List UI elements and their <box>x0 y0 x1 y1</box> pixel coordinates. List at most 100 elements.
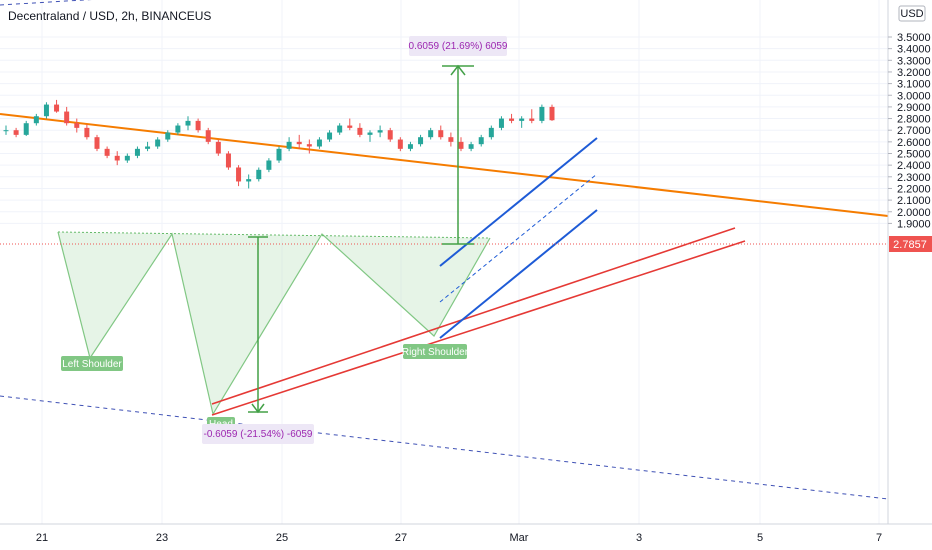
y-tick-label: 3.3000 <box>897 55 931 67</box>
candle <box>509 113 515 124</box>
candle-body <box>3 130 9 132</box>
candle <box>215 139 221 156</box>
y-tick-label: 3.2000 <box>897 67 931 79</box>
candle <box>468 141 474 152</box>
candle-body <box>367 132 373 135</box>
x-tick-label: 25 <box>276 532 288 544</box>
right-shoulder-label: Right Shoulder <box>402 347 469 358</box>
right-shoulder-label-bg <box>403 344 467 359</box>
candle-body <box>205 130 211 142</box>
neckline <box>57 231 491 239</box>
y-tick-label: 2.0000 <box>897 207 931 219</box>
measure-up-tool[interactable] <box>442 64 474 245</box>
pattern-fill <box>58 232 490 414</box>
candle <box>357 123 363 138</box>
candle-body <box>155 139 161 147</box>
candle <box>377 125 383 138</box>
y-tick-label: 2.4000 <box>897 160 931 172</box>
candle-body <box>114 155 120 161</box>
candle <box>256 167 262 182</box>
candle-body <box>407 144 413 149</box>
y-tick-label: 3.1000 <box>897 79 931 91</box>
channel-bottom <box>439 209 598 339</box>
candle-body <box>225 153 231 168</box>
measure-down-tool[interactable] <box>248 236 268 414</box>
y-tick-label: 2.6000 <box>897 137 931 149</box>
candle-body <box>509 118 515 121</box>
candle-body <box>387 130 393 140</box>
candle <box>529 109 535 124</box>
currency-label: USD <box>900 8 923 20</box>
candle <box>296 134 302 149</box>
candle-body <box>215 141 221 154</box>
candle-body <box>498 118 504 128</box>
candle <box>478 134 484 147</box>
candle-body <box>296 141 302 145</box>
candle <box>549 104 555 121</box>
candle-body <box>468 144 474 149</box>
candle-body <box>13 130 19 135</box>
long-dashed-line <box>0 395 889 500</box>
candle-body <box>347 125 353 128</box>
candle-body <box>397 139 403 149</box>
candle <box>519 116 525 128</box>
y-axis[interactable]: 3.50003.40003.30003.20003.10003.00002.90… <box>888 32 931 230</box>
candle <box>397 137 403 152</box>
x-axis[interactable]: 21 23 25 27 Mar 3 5 7 <box>36 532 882 544</box>
x-tick-label: 27 <box>395 532 407 544</box>
left-shoulder-label-bg <box>61 356 123 371</box>
candle <box>539 104 545 124</box>
support-line-upper <box>211 227 736 405</box>
candle <box>306 139 312 154</box>
candle-body <box>185 120 191 126</box>
candle-body <box>539 106 545 121</box>
y-tick-label: 2.8000 <box>897 114 931 126</box>
left-shoulder-label: Left Shoulder <box>62 359 122 370</box>
candle <box>488 125 494 140</box>
currency-box[interactable] <box>898 5 926 22</box>
candle-body <box>64 111 70 124</box>
candle <box>64 106 70 126</box>
candle-body <box>488 127 494 138</box>
candle <box>327 130 333 142</box>
candle <box>124 153 130 163</box>
candle <box>165 130 171 142</box>
candle <box>3 125 9 135</box>
y-tick-label: 3.5000 <box>897 32 931 44</box>
candle-body <box>306 144 312 147</box>
measure-up-label: 0.6059 (21.69%) 6059 <box>409 41 508 52</box>
candle-body <box>195 120 201 131</box>
candle <box>448 132 454 147</box>
candle-body <box>438 130 444 138</box>
candle <box>246 174 252 189</box>
candle <box>236 165 242 187</box>
candle <box>145 141 151 152</box>
x-tick-label: 7 <box>876 532 882 544</box>
candle-body <box>124 155 130 161</box>
chart-title: Decentraland / USD, 2h, BINANCEUS <box>8 9 212 23</box>
candle <box>387 127 393 142</box>
candle <box>74 118 80 133</box>
candle <box>316 137 322 149</box>
candle <box>33 113 39 126</box>
candle <box>54 99 60 113</box>
candle-body <box>43 104 49 117</box>
y-tick-label: 2.9000 <box>897 102 931 114</box>
candle <box>418 134 424 147</box>
candle-body <box>276 148 282 161</box>
y-tick-label: 2.5000 <box>897 149 931 161</box>
measure-down-label: -0.6059 (-21.54%) -6059 <box>204 429 313 440</box>
candle-body <box>519 118 525 121</box>
measure-up-label-bg <box>409 36 507 56</box>
candle-body <box>478 137 484 145</box>
x-tick-label: 21 <box>36 532 48 544</box>
candle-body <box>74 123 80 128</box>
candle-body <box>316 139 322 147</box>
candle <box>195 118 201 133</box>
candle <box>458 137 464 152</box>
candle-body <box>418 137 424 145</box>
candle <box>407 141 413 152</box>
candle-body <box>104 148 110 156</box>
candle <box>94 134 100 152</box>
